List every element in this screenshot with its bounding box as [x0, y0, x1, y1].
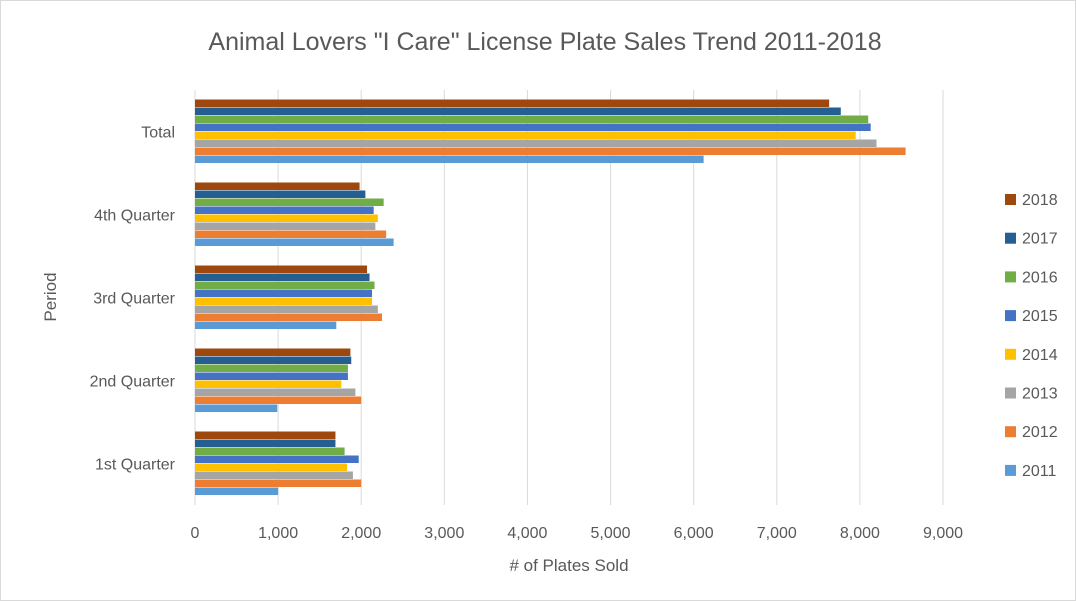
bar	[195, 147, 906, 155]
bar	[195, 313, 382, 321]
bar	[195, 447, 345, 455]
bar	[195, 139, 877, 147]
x-tick-label: 5,000	[591, 525, 631, 542]
legend-label: 2017	[1022, 231, 1058, 248]
legend-label: 2012	[1022, 424, 1058, 441]
legend-label: 2011	[1022, 463, 1057, 480]
bar	[195, 206, 374, 214]
category-labels: 1st Quarter 2nd Quarter 3rd Quarter 4th Qua…	[90, 125, 176, 474]
bar	[195, 356, 352, 364]
legend-label: 2014	[1022, 347, 1058, 364]
x-tick-label: 6,000	[674, 525, 714, 542]
bar	[195, 364, 348, 372]
bar	[195, 404, 278, 412]
bar	[195, 289, 373, 297]
bar	[195, 431, 336, 439]
bar	[195, 182, 360, 190]
x-tick-label: 0	[191, 525, 200, 542]
category-label: 2nd Quarter	[90, 374, 176, 391]
legend-label: 2018	[1022, 192, 1058, 209]
bar	[195, 190, 366, 198]
bar	[195, 479, 362, 487]
category-label: Total	[141, 125, 175, 142]
bar	[195, 131, 856, 139]
x-tick-label: 1,000	[258, 525, 298, 542]
legend-swatch	[1005, 464, 1016, 476]
legend-label: 2015	[1022, 308, 1058, 325]
legend-label: 2016	[1022, 269, 1058, 286]
category-label: 4th Quarter	[94, 208, 176, 225]
bar	[195, 123, 871, 131]
bar	[195, 439, 336, 447]
legend-label: 2013	[1022, 386, 1058, 403]
bar	[195, 297, 373, 305]
bar	[195, 198, 384, 206]
bars	[195, 99, 906, 495]
bar	[195, 372, 348, 380]
x-tick-label: 3,000	[424, 525, 464, 542]
bar	[195, 396, 362, 404]
x-tick-labels: 0 1,000 2,000 3,000 4,000 5,000 6,000 7,000 8,00…	[191, 525, 964, 542]
x-tick-label: 8,000	[840, 525, 880, 542]
bar	[195, 115, 869, 123]
bar	[195, 487, 279, 495]
legend-swatch	[1005, 310, 1016, 322]
bar	[195, 265, 368, 273]
bar	[195, 155, 704, 163]
bar	[195, 214, 378, 222]
bar	[195, 230, 387, 238]
bar	[195, 348, 351, 356]
legend-swatch	[1005, 348, 1016, 360]
bar	[195, 380, 342, 388]
bar	[195, 471, 353, 479]
bar	[195, 107, 841, 115]
legend-swatch	[1005, 387, 1016, 399]
bar	[195, 273, 370, 281]
bar	[195, 222, 376, 230]
bar	[195, 388, 356, 396]
legend: 2018 2017 2016 2015 2014 2013 2012 2011	[1005, 192, 1058, 480]
legend-swatch	[1005, 426, 1016, 438]
chart-title: Animal Lovers "I Care" License Plate Sal…	[208, 28, 882, 56]
legend-swatch	[1005, 232, 1016, 244]
bar	[195, 305, 378, 313]
category-label: 1st Quarter	[95, 457, 176, 474]
bar	[195, 238, 394, 246]
bar	[195, 455, 359, 463]
bar	[195, 321, 337, 329]
legend-swatch	[1005, 271, 1016, 283]
x-tick-label: 7,000	[757, 525, 797, 542]
legend-swatch	[1005, 194, 1016, 205]
bar	[195, 281, 375, 289]
y-axis-label: Period	[41, 272, 60, 321]
x-axis-label: # of Plates Sold	[509, 556, 628, 575]
x-tick-label: 2,000	[341, 525, 381, 542]
x-tick-label: 9,000	[923, 525, 963, 542]
category-label: 3rd Quarter	[93, 291, 175, 308]
bar	[195, 99, 830, 107]
bar	[195, 463, 348, 471]
x-tick-label: 4,000	[507, 525, 547, 542]
